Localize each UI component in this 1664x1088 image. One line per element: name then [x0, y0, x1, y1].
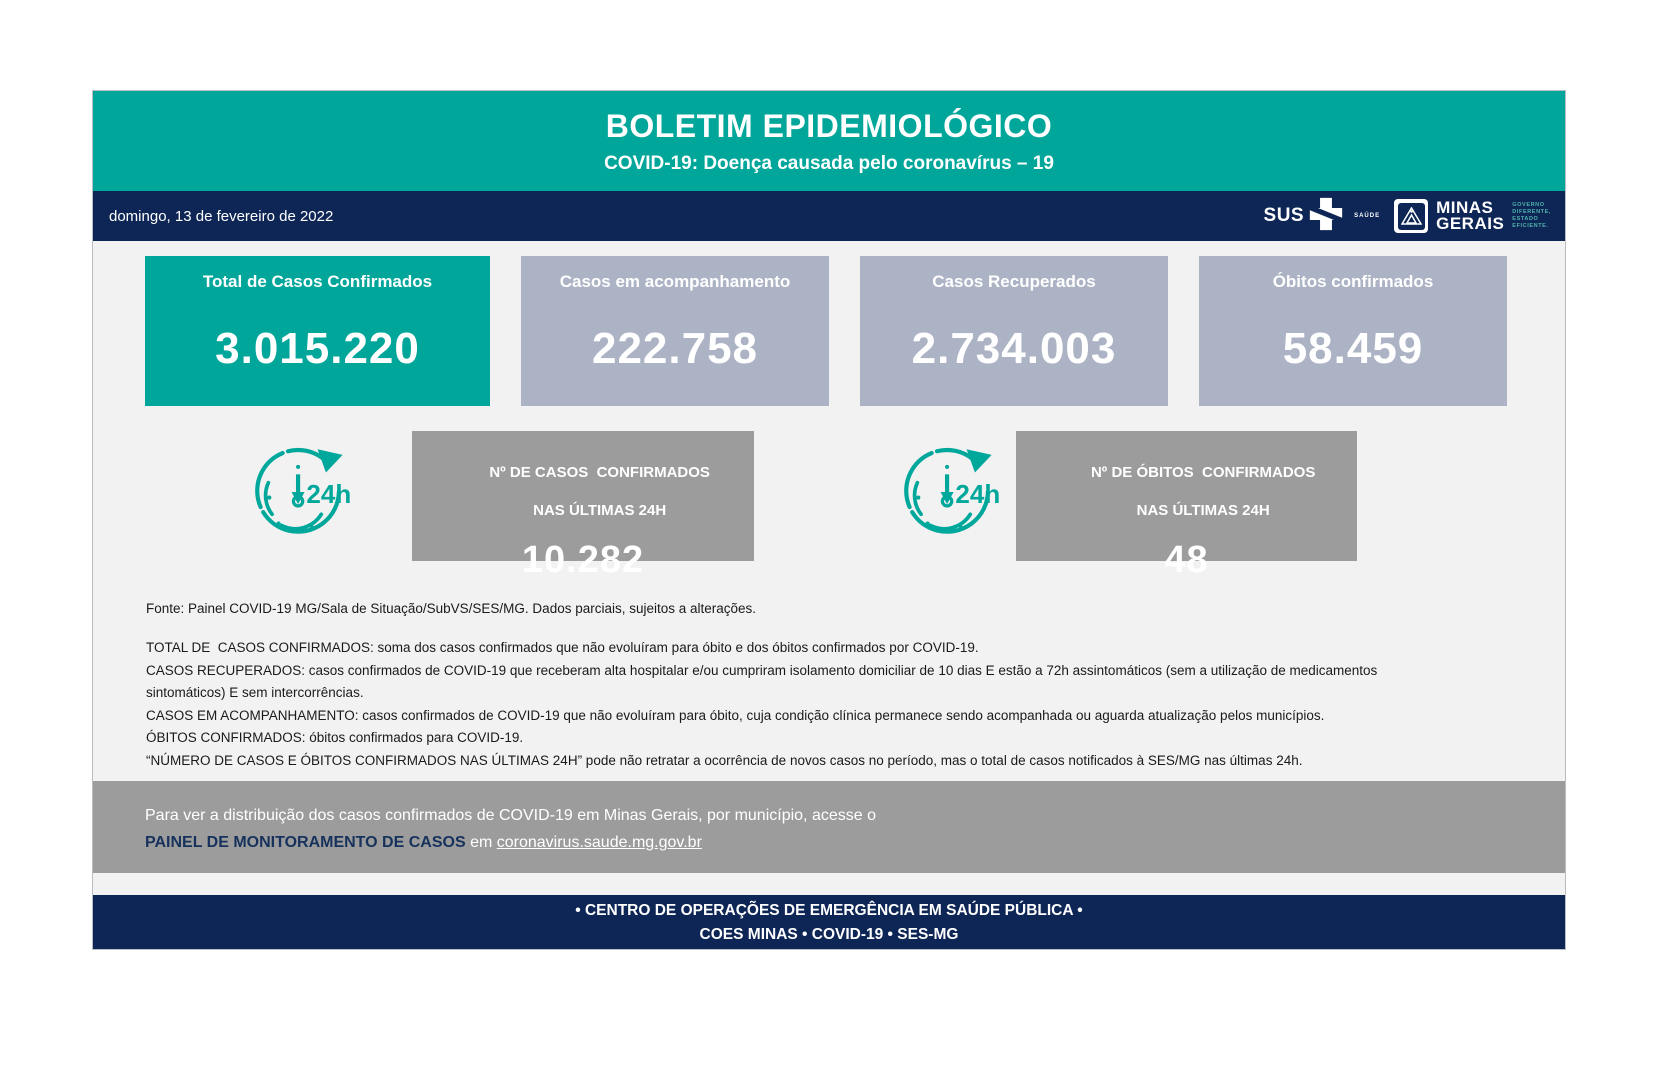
bulletin-page: BOLETIM EPIDEMIOLÓGICO COVID-19: Doença …	[92, 90, 1566, 950]
svg-text:24h: 24h	[955, 479, 1000, 509]
footer-line2: COES MINAS • COVID-19 • SES-MG	[699, 926, 959, 943]
mg-name: MINAS GERAIS	[1436, 198, 1505, 233]
definition-line: TOTAL DE CASOS CONFIRMADOS: soma dos cas…	[146, 640, 979, 655]
logos: SUS SAÚDE	[1264, 197, 1551, 236]
deaths-24h-label-line2: NAS ÚLTIMAS 24H	[1136, 502, 1270, 519]
footer: • CENTRO DE OPERAÇÕES DE EMERGÊNCIA EM S…	[93, 895, 1565, 949]
stat-card-obitos: Óbitos confirmados 58.459	[1199, 256, 1507, 406]
stat-card-value: 58.459	[1282, 324, 1424, 373]
page-subtitle: COVID-19: Doença causada pelo coronavíru…	[604, 152, 1054, 174]
mg-tagline: GOVERNO DIFERENTE, ESTADO EFICIENTE.	[1512, 202, 1551, 230]
header: BOLETIM EPIDEMIOLÓGICO COVID-19: Doença …	[93, 91, 1565, 191]
cases-24h-card: Nº DE CASOS CONFIRMADOS NAS ÚLTIMAS 24H …	[412, 431, 754, 581]
svg-text:24h: 24h	[306, 479, 351, 509]
stat-card-total-confirmados: Total de Casos Confirmados 3.015.220	[145, 256, 490, 406]
sus-logo: SUS SAÚDE	[1264, 197, 1381, 236]
stat-card-value: 2.734.003	[911, 324, 1117, 373]
mg-tagline-line: EFICIENTE.	[1512, 223, 1549, 229]
cases-24h-label-line2: NAS ÚLTIMAS 24H	[533, 502, 667, 519]
mg-tagline-line: GOVERNO	[1512, 202, 1545, 208]
stat-card-label: Total de Casos Confirmados	[202, 272, 433, 291]
banner-line1: Para ver a distribuição dos casos confir…	[145, 807, 876, 824]
deaths-24h-label-line1: Nº DE ÓBITOS CONFIRMADOS	[1090, 464, 1316, 481]
date-bar: domingo, 13 de fevereiro de 2022 SUS SAÚ…	[93, 191, 1565, 241]
date-label: domingo, 13 de fevereiro de 2022	[109, 207, 334, 225]
definition-line: CASOS EM ACOMPANHAMENTO: casos confirmad…	[146, 707, 1325, 723]
mountain-icon	[1394, 199, 1429, 233]
definitions-block: TOTAL DE CASOS CONFIRMADOS: soma dos cas…	[146, 637, 1404, 772]
deaths-24h-value: 48	[1164, 539, 1209, 581]
footer-line1: • CENTRO DE OPERAÇÕES DE EMERGÊNCIA EM S…	[575, 902, 1083, 919]
sus-label: SUS	[1263, 205, 1305, 226]
stat-cards-row: Total de Casos Confirmados 3.015.220 Cas…	[145, 256, 1507, 406]
definition-line: CASOS RECUPERADOS: casos confirmados de …	[146, 662, 1382, 701]
stat-card-label: Óbitos confirmados	[1272, 272, 1434, 291]
clock-24h-icon: 24h	[896, 443, 1000, 546]
mg-name-line2: GERAIS	[1436, 214, 1505, 233]
stat-card-label: Casos em acompanhamento	[559, 272, 791, 291]
stat-card-value: 3.015.220	[215, 324, 420, 373]
definition-line: “NÚMERO DE CASOS E ÓBITOS CONFIRMADOS NA…	[146, 752, 1303, 768]
clock-24h-icon: 24h	[247, 443, 351, 546]
banner-connector: em	[465, 834, 497, 851]
deaths-24h-card: Nº DE ÓBITOS CONFIRMADOS NAS ÚLTIMAS 24H…	[1016, 431, 1357, 581]
stat-card-em-acompanhamento: Casos em acompanhamento 222.758	[521, 256, 829, 406]
monitoring-panel-banner: Para ver a distribuição dos casos confir…	[93, 781, 1565, 873]
saude-label: SAÚDE	[1354, 213, 1381, 219]
stat-card-value: 222.758	[591, 324, 759, 373]
stat-card-recuperados: Casos Recuperados 2.734.003	[860, 256, 1168, 406]
mg-tagline-line: ESTADO	[1512, 216, 1539, 222]
sus-cross-icon	[1303, 197, 1350, 236]
banner-line2: PAINEL DE MONITORAMENTO DE CASOS em coro…	[145, 829, 1525, 856]
coronavirus-site-link[interactable]: coronavirus.saude.mg.gov.br	[496, 834, 702, 851]
stat-card-label: Casos Recuperados	[932, 272, 1096, 291]
mg-tagline-line: DIFERENTE,	[1512, 209, 1551, 215]
cases-24h-label: Nº DE CASOS CONFIRMADOS NAS ÚLTIMAS 24H	[456, 444, 710, 539]
cases-24h-value: 10.282	[521, 539, 645, 581]
deaths-24h-label: Nº DE ÓBITOS CONFIRMADOS NAS ÚLTIMAS 24H	[1058, 444, 1316, 539]
mg-name-line1: MINAS	[1436, 198, 1494, 217]
page-title: BOLETIM EPIDEMIOLÓGICO	[605, 107, 1053, 144]
cases-24h-label-line1: Nº DE CASOS CONFIRMADOS	[489, 464, 710, 481]
definition-line: ÓBITOS CONFIRMADOS: óbitos confirmados p…	[146, 730, 524, 745]
banner-highlight: PAINEL DE MONITORAMENTO DE CASOS	[145, 834, 466, 851]
minas-gerais-logo: MINAS GERAIS GOVERNO DIFERENTE, ESTADO E…	[1394, 199, 1551, 233]
main-content: Total de Casos Confirmados 3.015.220 Cas…	[93, 241, 1565, 895]
source-note: Fonte: Painel COVID-19 MG/Sala de Situaç…	[146, 601, 757, 616]
